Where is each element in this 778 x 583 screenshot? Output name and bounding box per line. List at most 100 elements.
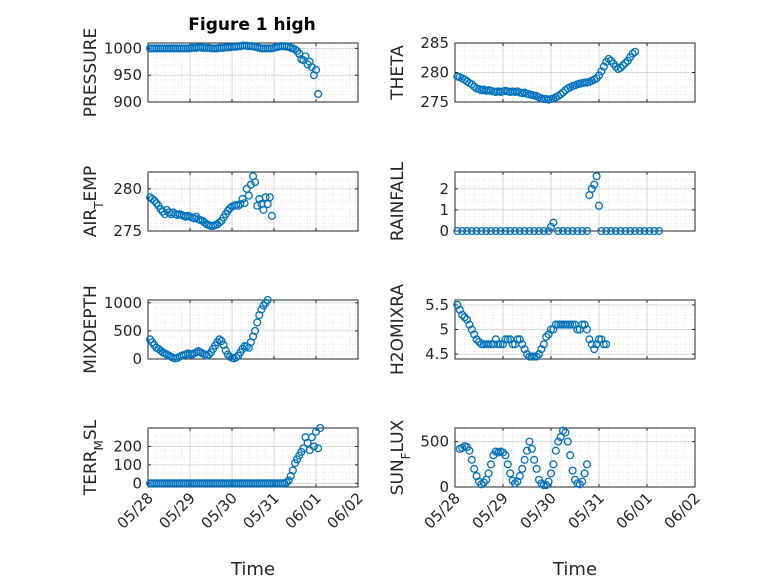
data-point <box>606 226 616 236</box>
data-point <box>316 423 325 433</box>
y-tick-label: 285 <box>420 34 449 52</box>
chart-panel-2: 275 280 285 THETA <box>388 34 696 111</box>
data-point <box>251 326 260 335</box>
y-axis-label: AIRTEMP <box>81 166 106 237</box>
data-point <box>225 204 234 213</box>
data-point <box>594 335 604 344</box>
y-tick-label: 100 <box>113 456 142 474</box>
data-point <box>305 57 314 66</box>
data-point <box>482 226 491 236</box>
data-point <box>496 340 505 349</box>
y-tick-label: 5 <box>439 321 449 339</box>
data-point <box>599 340 608 349</box>
data-point <box>534 350 544 359</box>
y-tick-label: 500 <box>420 433 449 451</box>
axes-box <box>147 171 359 232</box>
data-point <box>546 325 556 334</box>
y-tick-label: 950 <box>113 66 142 84</box>
data-point <box>532 464 541 473</box>
data-point <box>460 313 469 322</box>
data-point <box>215 335 224 344</box>
data-point <box>215 218 224 227</box>
data-point <box>284 476 293 485</box>
data-point <box>253 318 262 327</box>
data-point <box>635 226 644 236</box>
data-point <box>585 335 594 344</box>
data-point <box>148 194 157 204</box>
data-point <box>474 337 484 346</box>
data-point <box>616 226 625 236</box>
data-point <box>537 479 546 488</box>
data-point <box>467 325 476 334</box>
data-point <box>506 469 515 478</box>
data-point <box>282 478 291 487</box>
data-point <box>549 325 558 334</box>
data-point <box>498 340 508 349</box>
y-tick-label: 1000 <box>104 294 142 312</box>
data-point <box>257 305 266 314</box>
data-point <box>532 352 541 361</box>
data-point <box>525 226 534 236</box>
data-point <box>455 305 464 314</box>
axes-box <box>147 299 359 360</box>
data-point <box>150 196 159 205</box>
data-point <box>558 88 568 97</box>
data-point <box>530 455 539 464</box>
x-tick-label: 05/31 <box>565 489 608 532</box>
data-point <box>630 47 640 56</box>
y-axis-label: H2OMIXRA <box>388 284 408 375</box>
data-point <box>539 340 548 349</box>
data-point <box>472 226 481 236</box>
data-point <box>501 226 510 236</box>
x-tick-label: 05/29 <box>156 489 199 532</box>
data-point <box>510 226 520 236</box>
data-point <box>465 320 474 329</box>
data-point <box>522 446 532 455</box>
y-tick-label: 200 <box>113 437 142 455</box>
y-tick-label: 5.5 <box>425 296 449 314</box>
data-point <box>453 226 462 236</box>
data-point <box>546 469 556 478</box>
x-axis-label: Time <box>552 559 597 580</box>
data-point <box>645 226 654 236</box>
data-point <box>462 315 472 324</box>
data-point <box>486 460 496 469</box>
data-point <box>204 350 213 359</box>
x-tick-label: 05/30 <box>198 489 241 532</box>
data-point <box>544 226 553 236</box>
y-axis-label: PRESSURE <box>81 28 101 117</box>
data-point <box>240 199 249 208</box>
data-point <box>244 191 253 200</box>
data-point <box>582 226 592 236</box>
data-point <box>467 226 476 236</box>
data-point <box>470 330 479 339</box>
data-point <box>506 226 515 236</box>
data-point <box>470 464 479 473</box>
data-point <box>563 226 572 236</box>
data-point <box>626 226 635 236</box>
y-axis-label: MIXDEPTH <box>81 285 101 374</box>
data-point <box>307 433 316 442</box>
data-point <box>520 455 529 464</box>
x-tick-label: 05/29 <box>469 489 512 532</box>
data-point <box>549 218 558 227</box>
data-point <box>654 226 664 236</box>
data-point <box>558 426 568 435</box>
axes-box <box>454 171 696 232</box>
chart-panel-6: 4.5 5 5.5 H2OMIXRA <box>388 284 696 375</box>
data-point <box>259 205 268 214</box>
data-point <box>477 480 486 489</box>
data-point <box>467 80 476 89</box>
y-tick-label: 0 <box>132 350 142 368</box>
data-point <box>491 335 500 344</box>
data-point <box>458 443 467 453</box>
data-point <box>458 226 467 236</box>
x-tick-label: 05/31 <box>240 489 283 532</box>
y-axis-label: RAINFALL <box>388 161 408 241</box>
data-point <box>578 320 587 329</box>
data-point <box>534 226 544 236</box>
data-point <box>546 222 556 231</box>
